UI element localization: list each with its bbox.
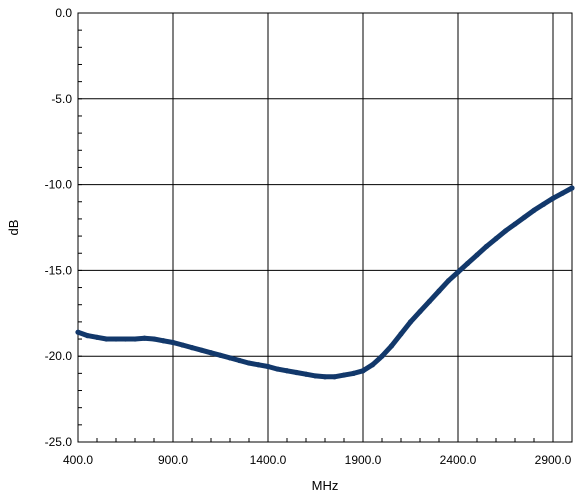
series-line (75, 185, 575, 380)
data-point (75, 329, 81, 335)
data-point (350, 370, 357, 376)
data-point (512, 221, 518, 227)
x-tick-labels: 400.0 900.0 1400.0 1900.0 2400.0 2900.0 (63, 453, 572, 467)
y-axis-label: dB (6, 220, 21, 236)
data-point (521, 214, 528, 220)
data-point (417, 308, 423, 315)
y-tick-labels: 0.0 -5.0 -10.0 -15.0 -20.0 -25.0 (45, 6, 73, 449)
data-point (559, 190, 566, 196)
x-tick-label: 1900.0 (345, 453, 382, 467)
data-point (255, 362, 262, 368)
data-point (103, 336, 110, 342)
data-point (531, 207, 537, 213)
data-point (322, 374, 328, 380)
x-tick-label: 400.0 (63, 453, 93, 467)
minor-ticks (77, 12, 573, 443)
data-point (360, 368, 366, 374)
y-tick-label: 0.0 (55, 6, 72, 20)
data-point (426, 298, 433, 304)
data-point (227, 355, 233, 361)
data-point (455, 269, 461, 275)
data-point (160, 338, 167, 344)
data-point (170, 339, 176, 346)
data-point (94, 334, 100, 340)
data-point (550, 195, 556, 201)
data-point (540, 201, 547, 207)
x-tick-label: 2900.0 (535, 453, 572, 467)
data-point (198, 347, 205, 353)
data-point (236, 357, 243, 364)
data-point (436, 288, 442, 294)
data-point (122, 336, 129, 342)
data-point (217, 352, 224, 358)
data-point (474, 252, 480, 258)
data-point (312, 373, 319, 379)
x-tick-label: 900.0 (158, 453, 188, 467)
data-point (274, 366, 281, 372)
data-point (464, 260, 471, 267)
data-point (246, 360, 252, 366)
y-tick-label: -10.0 (45, 178, 73, 192)
data-point (331, 374, 338, 380)
data-point (388, 343, 395, 349)
data-point (407, 319, 414, 325)
y-tick-label: -20.0 (45, 349, 73, 363)
data-point (132, 336, 138, 342)
data-point (284, 368, 290, 374)
data-point (113, 336, 119, 342)
data-point (379, 353, 385, 359)
data-point (483, 243, 490, 249)
data-point (151, 336, 157, 342)
x-axis-label: MHz (312, 478, 339, 493)
data-point (179, 342, 186, 348)
data-point (208, 350, 214, 356)
x-tick-label: 2400.0 (440, 453, 477, 467)
data-point (493, 236, 499, 242)
data-point (398, 331, 404, 337)
series-layer (75, 185, 575, 380)
data-point (502, 228, 509, 234)
data-point (341, 372, 347, 378)
data-point (141, 335, 148, 341)
y-tick-label: -25.0 (45, 435, 73, 449)
data-point (265, 363, 271, 370)
data-point (293, 369, 300, 376)
data-point (189, 345, 195, 351)
data-point (303, 371, 309, 377)
x-tick-label: 1400.0 (250, 453, 287, 467)
data-point (84, 333, 91, 339)
data-point (445, 278, 452, 284)
data-point (369, 362, 376, 368)
y-tick-label: -15.0 (45, 263, 73, 277)
y-tick-label: -5.0 (51, 92, 72, 106)
data-point (569, 185, 575, 191)
